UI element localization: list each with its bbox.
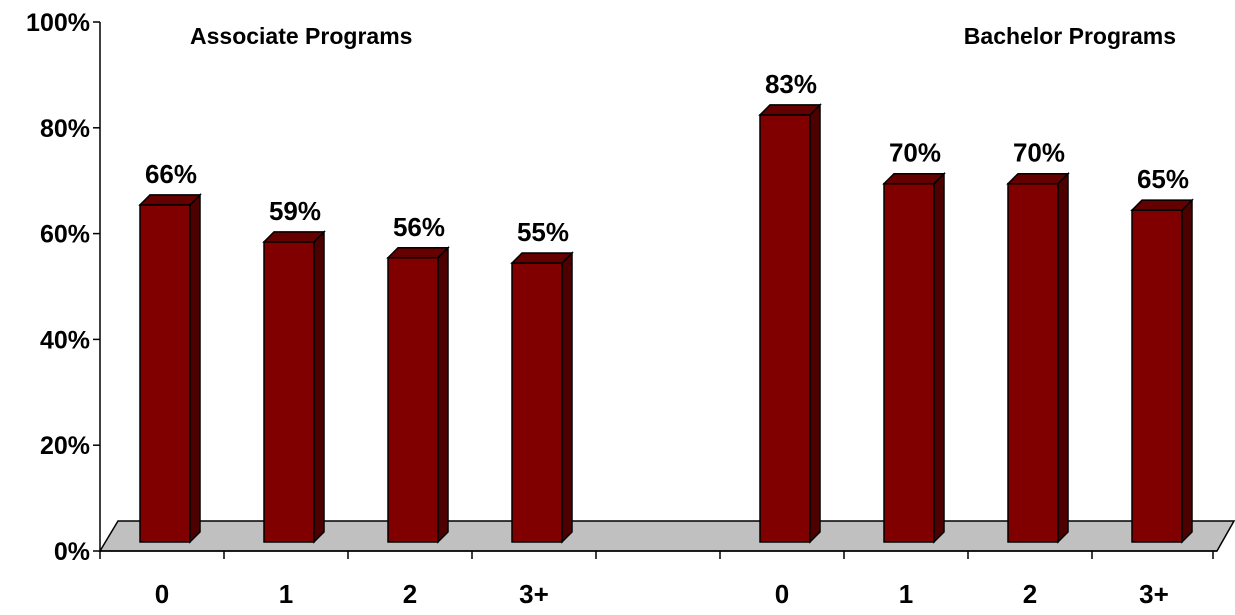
bar-value-label: 59% xyxy=(269,196,321,226)
bar-side-face xyxy=(1181,198,1193,544)
bar-top-face xyxy=(262,231,326,243)
group-title: Associate Programs xyxy=(190,23,412,49)
bar-front-face xyxy=(139,204,191,543)
x-category-label: 0 xyxy=(155,579,169,609)
bar-value-label: 65% xyxy=(1137,164,1189,194)
bar-top-face xyxy=(510,252,574,264)
bar-front-face xyxy=(1007,182,1059,543)
bar-value-label: 70% xyxy=(889,138,941,168)
bar-top-face xyxy=(138,194,202,206)
bar-front-face xyxy=(759,114,811,543)
y-tick-label: 80% xyxy=(40,115,90,143)
y-tick-label: 60% xyxy=(40,221,90,249)
bar-side-face xyxy=(561,251,573,544)
chart-bar-layer xyxy=(138,103,1194,544)
y-tick-label: 100% xyxy=(26,9,90,37)
bar-side-face xyxy=(933,171,945,544)
bar-top-face xyxy=(1006,172,1070,185)
bar-front-face xyxy=(387,257,439,543)
y-tick-label: 0% xyxy=(54,538,90,566)
bar-side-face xyxy=(189,193,201,544)
bar-side-face xyxy=(313,230,325,544)
bar-front-face xyxy=(883,182,935,543)
x-category-label: 2 xyxy=(1023,579,1037,609)
x-category-label: 3+ xyxy=(519,579,549,609)
x-category-label: 0 xyxy=(775,579,789,609)
x-category-label: 2 xyxy=(403,579,417,609)
x-category-label: 3+ xyxy=(1139,579,1169,609)
y-tick-label: 40% xyxy=(40,326,90,354)
bar-side-face xyxy=(1057,171,1069,544)
bar-front-face xyxy=(263,241,315,543)
bar-value-label: 56% xyxy=(393,212,445,242)
x-category-label: 1 xyxy=(279,579,293,609)
bar-value-label: 70% xyxy=(1013,138,1065,168)
bar-front-face xyxy=(1131,209,1183,543)
bar-side-face xyxy=(437,245,449,544)
bar-top-face xyxy=(386,247,450,259)
group-title: Bachelor Programs xyxy=(964,23,1176,49)
bar-side-face xyxy=(809,103,821,544)
bar-value-label: 83% xyxy=(765,69,817,99)
bar-top-face xyxy=(1130,199,1194,211)
chart-axis-layer xyxy=(93,21,1217,559)
x-category-label: 1 xyxy=(899,579,913,609)
y-tick-label: 20% xyxy=(40,432,90,460)
bar-value-label: 66% xyxy=(145,159,197,189)
bar-value-label: 55% xyxy=(517,217,569,247)
chart-label-layer: 0% 20% 40% 60% 80% 100% 66% 0 59% 1 56% 2 55% 3+ Assoc… xyxy=(26,9,1189,609)
bar-top-face xyxy=(882,172,946,185)
bar-front-face xyxy=(511,262,563,543)
bar-top-face xyxy=(758,104,822,116)
